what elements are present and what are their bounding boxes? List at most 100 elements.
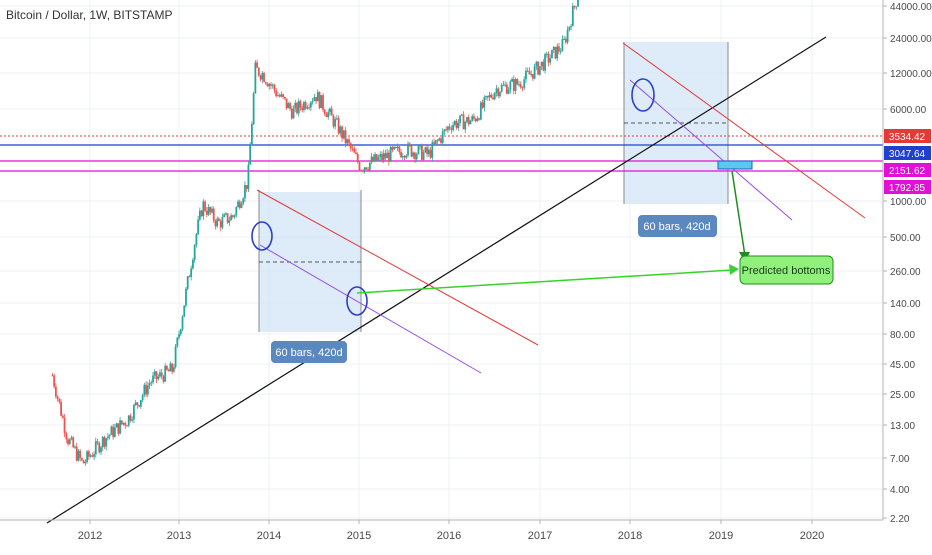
- candle-body: [81, 458, 83, 461]
- candle-body: [275, 90, 278, 97]
- candle-body: [166, 365, 168, 370]
- price-tick-label: 500.00: [890, 233, 921, 244]
- candle-body: [245, 185, 248, 189]
- price-tag-box: [884, 146, 931, 160]
- candle-body: [554, 46, 557, 59]
- price-tick-label: 6000.00: [890, 105, 927, 116]
- candle-body: [84, 461, 87, 464]
- candle-body: [188, 276, 191, 278]
- candle-body: [311, 100, 314, 103]
- price-tag-label: 3534.42: [889, 132, 926, 143]
- candle-body: [254, 62, 257, 94]
- candle-body: [240, 203, 243, 208]
- candle-body: [386, 152, 389, 159]
- candle-body: [360, 170, 363, 172]
- candle-body: [179, 329, 182, 335]
- candle-body: [329, 108, 331, 113]
- price-tick-label: 13.00: [890, 421, 915, 432]
- candle-body: [204, 201, 206, 211]
- candle-body: [460, 114, 463, 116]
- candle-body: [134, 402, 137, 405]
- candle-body: [545, 53, 548, 55]
- candle-body: [570, 26, 572, 28]
- predicted-bottoms-label: Predicted bottoms: [742, 265, 831, 277]
- candle-body: [505, 84, 508, 94]
- price-tick-label: 44000.00: [890, 2, 932, 13]
- candle-body: [438, 138, 441, 141]
- candle-body: [226, 213, 229, 223]
- candle-body: [552, 46, 555, 50]
- candle-body: [525, 70, 527, 80]
- candle-body: [270, 84, 272, 86]
- candle-body: [327, 112, 330, 117]
- candle-body: [259, 75, 262, 80]
- candle-body: [190, 268, 193, 277]
- range-label: 60 bars, 420d: [275, 347, 342, 359]
- candle-body: [264, 81, 267, 84]
- candle-body: [252, 93, 255, 124]
- candle-body: [110, 426, 113, 435]
- candle-body: [375, 154, 378, 161]
- candle-body: [377, 157, 380, 161]
- candle-body: [521, 87, 524, 89]
- candle-body: [330, 108, 333, 116]
- candle-body: [136, 402, 139, 406]
- candle-body: [303, 102, 305, 111]
- price-tag-box: [884, 163, 931, 177]
- candle-body: [420, 145, 423, 160]
- candle-body: [464, 121, 467, 130]
- candle-body: [162, 376, 165, 382]
- candle-body: [394, 146, 397, 149]
- candle-body: [231, 215, 234, 217]
- price-tick-label: 45.00: [890, 360, 915, 371]
- price-tick-label: 24000.00: [890, 34, 932, 45]
- candle-body: [290, 108, 293, 119]
- candle-body: [537, 61, 540, 75]
- touch-circle: [251, 221, 273, 251]
- candle-body: [167, 369, 170, 372]
- candle-body: [452, 124, 455, 130]
- candle-body: [178, 334, 180, 338]
- candle-body: [323, 109, 326, 115]
- candle-body: [228, 220, 231, 223]
- candle-body: [198, 210, 201, 220]
- candle-body: [93, 454, 95, 457]
- candle-body: [63, 417, 66, 434]
- candle-body: [535, 61, 538, 67]
- candle-body: [564, 38, 567, 43]
- price-tag-label: 3047.64: [889, 149, 926, 160]
- candle-body: [523, 79, 526, 88]
- candle-body: [448, 126, 451, 129]
- candle-body: [445, 129, 448, 131]
- candle-body: [192, 259, 194, 269]
- candle-body: [263, 73, 265, 82]
- candle-body: [372, 156, 375, 162]
- candle-body: [339, 126, 342, 134]
- candle-body: [205, 210, 208, 215]
- candle-body: [74, 446, 76, 448]
- candle-body: [368, 162, 371, 170]
- candle-body: [349, 143, 352, 149]
- candle-body: [471, 116, 474, 121]
- candle-body: [257, 67, 260, 76]
- candle-body: [346, 139, 349, 144]
- candle-body: [322, 95, 324, 110]
- candle-body: [401, 156, 404, 158]
- candle-body: [426, 147, 428, 155]
- candle-body: [273, 84, 276, 91]
- candle-body: [443, 129, 446, 132]
- candle-body: [277, 95, 279, 97]
- price-tick-label: 12000.00: [890, 69, 932, 80]
- candle-body: [242, 198, 245, 204]
- candle-body: [139, 400, 142, 407]
- candle-body: [396, 146, 399, 149]
- price-tick-label: 80.00: [890, 330, 915, 341]
- candle-body: [473, 116, 475, 119]
- candle-body: [457, 122, 460, 128]
- candle-body: [224, 213, 227, 215]
- candle-body: [429, 149, 432, 158]
- chart-title: Bitcoin / Dollar, 1W, BITSTAMP: [6, 8, 173, 22]
- candle-body: [332, 115, 335, 127]
- candle-body: [573, 5, 576, 7]
